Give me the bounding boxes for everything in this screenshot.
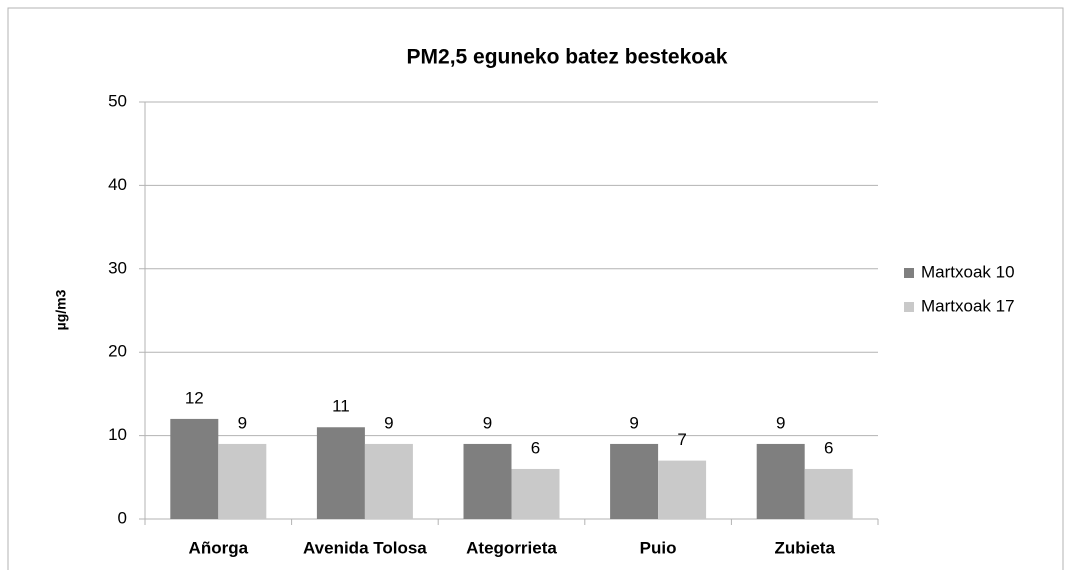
bar: [804, 468, 853, 519]
data-label: 9: [629, 413, 638, 432]
legend-swatch: [904, 302, 914, 312]
y-tick-label: 40: [108, 175, 127, 194]
data-label: 9: [238, 413, 247, 432]
y-tick-label: 30: [108, 258, 127, 277]
data-label: 9: [776, 413, 785, 432]
y-tick-label: 10: [108, 425, 127, 444]
y-axis-label: µg/m3: [53, 289, 69, 330]
bar: [218, 443, 267, 519]
x-tick-label: Añorga: [189, 538, 249, 557]
y-tick-label: 50: [108, 91, 127, 110]
data-label: 7: [677, 430, 686, 449]
bar: [610, 443, 659, 519]
data-label: 6: [531, 438, 540, 457]
x-tick-label: Ategorrieta: [466, 538, 557, 557]
data-label: 6: [824, 438, 833, 457]
bar: [170, 418, 219, 519]
legend-label: Martxoak 17: [921, 296, 1015, 315]
bar: [511, 468, 560, 519]
x-tick-label: Zubieta: [774, 538, 835, 557]
data-label: 9: [483, 413, 492, 432]
bar: [658, 460, 707, 519]
legend-swatch: [904, 268, 914, 278]
chart-title: PM2,5 eguneko batez bestekoak: [407, 46, 728, 69]
data-label: 12: [185, 388, 204, 407]
x-tick-label: Avenida Tolosa: [303, 538, 427, 557]
bar: [463, 443, 512, 519]
legend-label: Martxoak 10: [921, 262, 1015, 281]
bar: [364, 443, 413, 519]
y-tick-label: 0: [118, 508, 127, 527]
bar: [756, 443, 805, 519]
bar: [316, 427, 365, 519]
data-label: 11: [332, 397, 350, 416]
x-tick-label: Puio: [640, 538, 677, 557]
data-label: 9: [384, 413, 393, 432]
y-tick-label: 20: [108, 342, 127, 361]
